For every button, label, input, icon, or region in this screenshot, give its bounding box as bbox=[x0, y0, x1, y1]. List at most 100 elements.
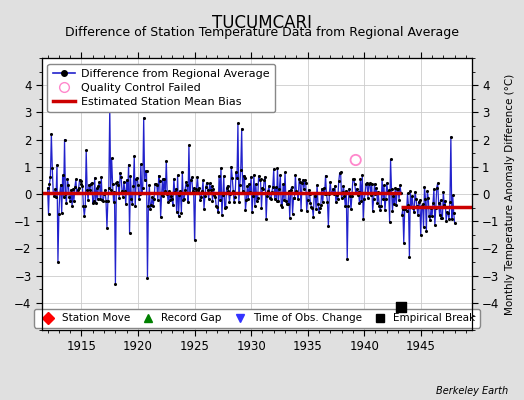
Point bbox=[73, 187, 82, 193]
Point bbox=[229, 188, 237, 194]
Point bbox=[424, 195, 432, 201]
Point bbox=[106, 187, 115, 194]
Point bbox=[107, 155, 116, 161]
Point bbox=[48, 165, 57, 172]
Point bbox=[406, 188, 414, 195]
Point bbox=[340, 192, 348, 199]
Point bbox=[399, 206, 407, 212]
Point bbox=[219, 192, 227, 198]
Point bbox=[370, 181, 379, 187]
Point bbox=[362, 180, 370, 187]
Point bbox=[228, 175, 236, 181]
Point bbox=[352, 157, 360, 163]
Point bbox=[272, 198, 281, 204]
Point bbox=[393, 186, 401, 192]
Point bbox=[434, 200, 443, 206]
Point bbox=[161, 188, 170, 194]
Point bbox=[440, 202, 449, 208]
Point bbox=[51, 186, 59, 193]
Point bbox=[77, 178, 85, 184]
Point bbox=[414, 199, 423, 205]
Point bbox=[124, 190, 132, 196]
Point bbox=[407, 204, 416, 210]
Point bbox=[165, 188, 173, 194]
Point bbox=[339, 189, 347, 196]
Point bbox=[352, 189, 360, 196]
Point bbox=[442, 217, 450, 224]
Point bbox=[113, 179, 122, 185]
Point bbox=[232, 169, 240, 176]
Point bbox=[46, 174, 54, 180]
Point bbox=[301, 177, 309, 184]
Point bbox=[242, 197, 250, 204]
Point bbox=[174, 212, 183, 219]
Point bbox=[245, 181, 254, 188]
Point bbox=[67, 186, 75, 193]
Point bbox=[383, 180, 391, 186]
Point bbox=[166, 197, 174, 203]
Point bbox=[378, 176, 386, 182]
Point bbox=[45, 180, 53, 187]
Point bbox=[139, 115, 148, 121]
Point bbox=[203, 180, 211, 186]
Point bbox=[60, 136, 69, 143]
Point bbox=[53, 162, 61, 168]
Point bbox=[385, 187, 393, 194]
Point bbox=[208, 197, 216, 204]
Point bbox=[435, 212, 444, 218]
Point bbox=[247, 174, 255, 180]
Point bbox=[192, 186, 201, 192]
Point bbox=[63, 176, 72, 182]
Point bbox=[341, 203, 350, 210]
Point bbox=[73, 190, 81, 196]
Point bbox=[297, 207, 305, 213]
Point bbox=[88, 180, 96, 186]
Point bbox=[100, 191, 108, 198]
Point bbox=[308, 205, 316, 211]
Point bbox=[451, 220, 459, 226]
Point bbox=[64, 182, 72, 188]
Point bbox=[69, 186, 77, 193]
Point bbox=[253, 198, 261, 204]
Point bbox=[94, 183, 103, 189]
Point bbox=[180, 196, 189, 202]
Point bbox=[163, 191, 171, 197]
Point bbox=[250, 172, 258, 178]
Point bbox=[283, 201, 292, 208]
Point bbox=[97, 174, 105, 180]
Point bbox=[128, 200, 137, 207]
Point bbox=[327, 190, 335, 197]
Point bbox=[433, 180, 442, 186]
Point bbox=[412, 196, 420, 202]
Point bbox=[105, 185, 113, 191]
Point bbox=[278, 204, 287, 210]
Point bbox=[328, 190, 336, 196]
Point bbox=[283, 201, 291, 208]
Point bbox=[157, 214, 165, 220]
Point bbox=[331, 182, 339, 189]
Point bbox=[263, 193, 271, 199]
Point bbox=[402, 208, 411, 214]
Text: Berkeley Earth: Berkeley Earth bbox=[436, 386, 508, 396]
Point bbox=[269, 166, 278, 172]
Point bbox=[428, 213, 436, 220]
Point bbox=[450, 210, 458, 216]
Point bbox=[347, 206, 355, 212]
Point bbox=[57, 182, 65, 188]
Point bbox=[334, 196, 342, 202]
Point bbox=[54, 210, 63, 217]
Point bbox=[367, 192, 375, 198]
Point bbox=[70, 198, 78, 204]
Point bbox=[367, 180, 376, 187]
Point bbox=[293, 190, 301, 196]
Point bbox=[182, 179, 190, 185]
Point bbox=[187, 177, 195, 184]
Point bbox=[405, 202, 413, 208]
Point bbox=[225, 199, 234, 205]
Point bbox=[194, 187, 203, 193]
Point bbox=[235, 199, 243, 205]
Y-axis label: Monthly Temperature Anomaly Difference (°C): Monthly Temperature Anomaly Difference (… bbox=[505, 73, 515, 315]
Point bbox=[353, 186, 361, 192]
Point bbox=[114, 182, 123, 188]
Point bbox=[401, 204, 410, 210]
